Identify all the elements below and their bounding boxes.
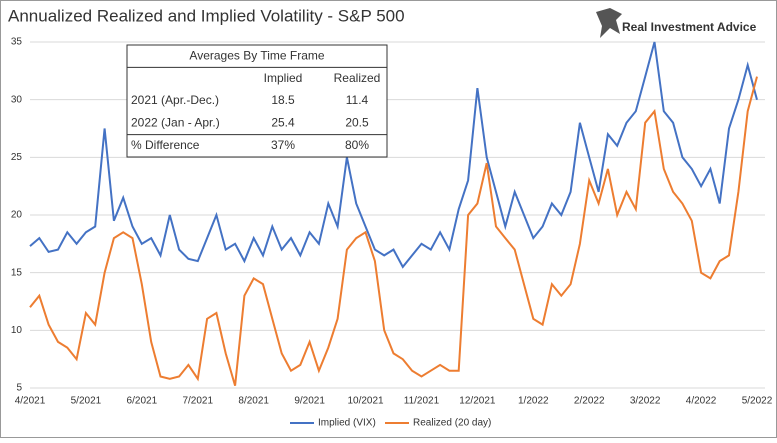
x-tick-label: 8/2021: [238, 396, 269, 407]
x-tick-label: 4/2022: [686, 396, 717, 407]
x-tick-label: 9/2021: [294, 396, 325, 407]
x-tick-label: 5/2021: [71, 396, 102, 407]
table-title: Averages By Time Frame: [189, 48, 324, 62]
y-tick-label: 15: [11, 267, 23, 278]
x-tick-label: 10/2021: [347, 396, 384, 407]
x-tick-label: 6/2021: [127, 396, 158, 407]
table-cell: 37%: [271, 138, 295, 152]
brand: Real Investment Advice: [622, 20, 757, 34]
y-tick-label: 10: [11, 325, 23, 336]
table-cell: % Difference: [131, 138, 200, 152]
y-tick-label: 25: [11, 152, 23, 163]
table-cell: 20.5: [345, 116, 369, 130]
series-line: [29, 41, 758, 269]
x-tick-label: 2/2022: [574, 396, 605, 407]
table-cell: 25.4: [271, 116, 295, 130]
table-cell: 2022 (Jan - Apr.): [131, 116, 220, 130]
legend-label: Implied (VIX): [318, 418, 376, 429]
table-box: [126, 44, 388, 158]
table-header: Realized: [334, 71, 381, 85]
x-tick-label: 11/2021: [404, 396, 440, 407]
x-tick-label: 3/2022: [630, 396, 661, 407]
x-tick-label: 7/2021: [182, 396, 213, 407]
y-tick-label: 30: [11, 94, 23, 105]
table-cell: 11.4: [346, 93, 369, 107]
legend-label: Realized (20 day): [413, 418, 491, 429]
chart-title: Annualized Realized and Implied Volatili…: [8, 6, 405, 25]
x-tick-label: 4/2021: [15, 396, 46, 407]
table-cell: 80%: [345, 138, 369, 152]
x-tick-label: 12/2021: [459, 396, 496, 407]
x-tick-label: 5/2022: [742, 396, 773, 407]
table-header: Implied: [264, 71, 303, 85]
table-cell: 18.5: [271, 93, 295, 107]
y-tick-label: 5: [16, 383, 22, 394]
series-line: [29, 76, 758, 386]
y-tick-label: 20: [11, 210, 23, 221]
x-tick-label: 1/2022: [518, 396, 549, 407]
table-cell: 2021 (Apr.-Dec.): [131, 93, 219, 107]
logo: [596, 8, 622, 38]
y-tick-label: 35: [11, 37, 23, 48]
